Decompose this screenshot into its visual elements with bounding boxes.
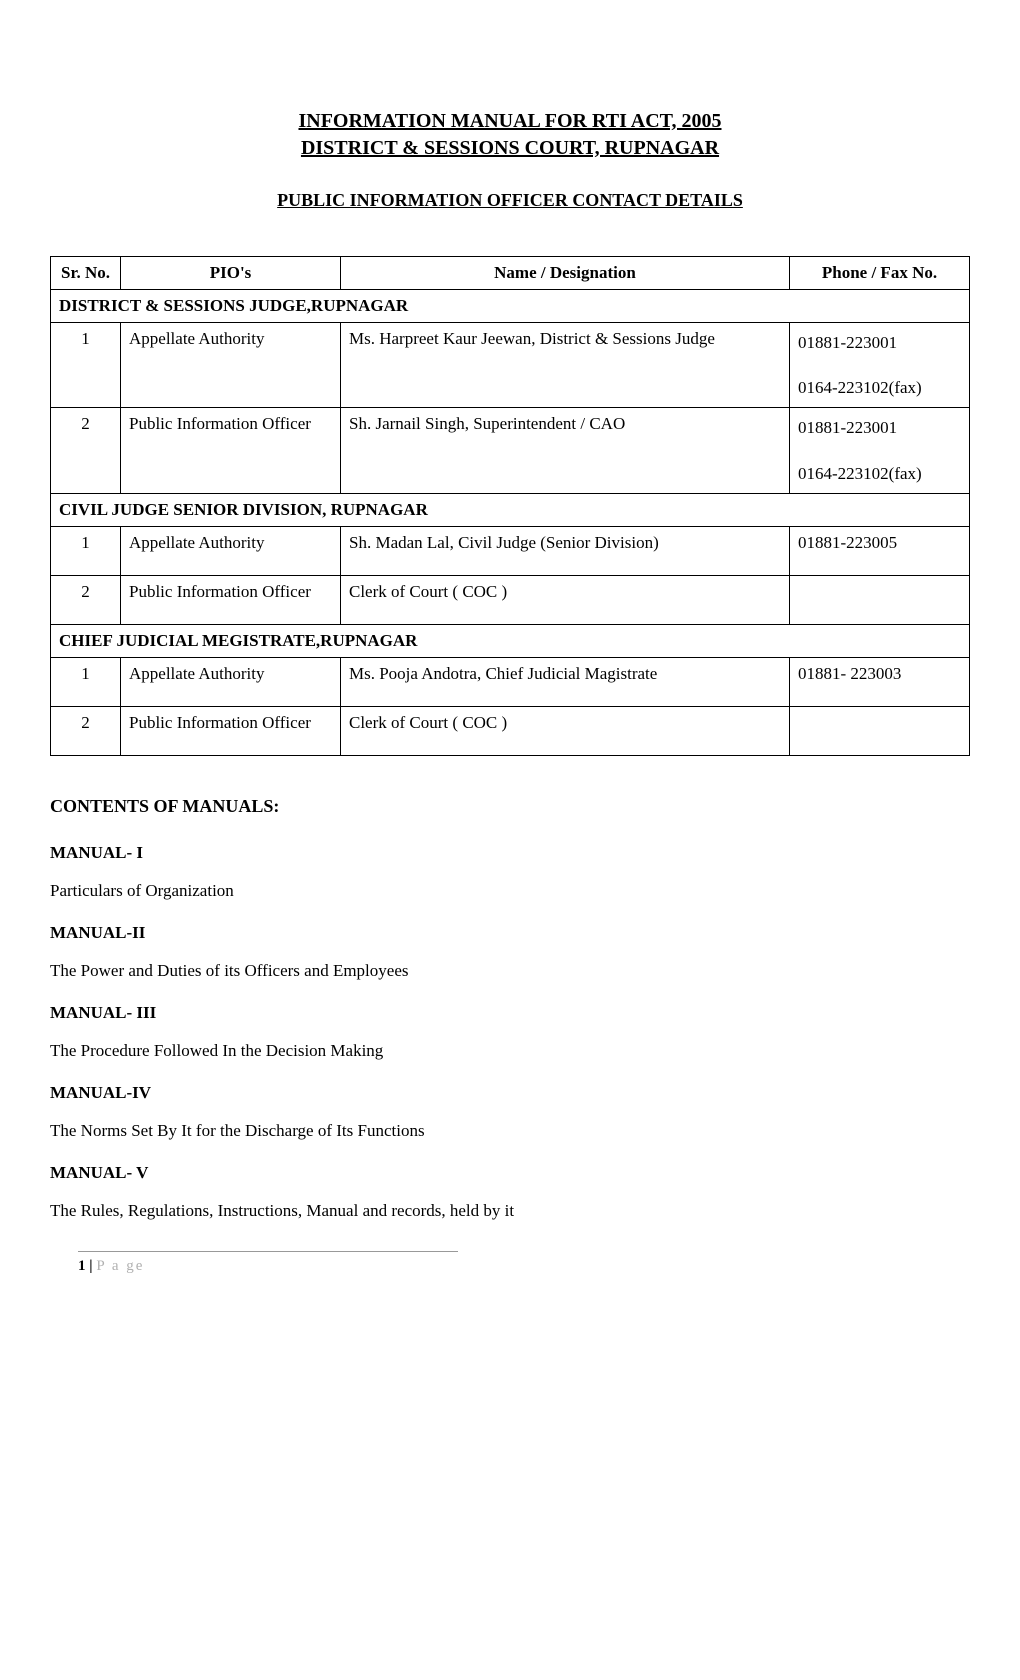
page-sep: | bbox=[86, 1258, 97, 1274]
subtitle: PUBLIC INFORMATION OFFICER CONTACT DETAI… bbox=[50, 190, 970, 211]
cell-pio: Appellate Authority bbox=[121, 526, 341, 575]
section-header: CIVIL JUDGE SENIOR DIVISION, RUPNAGAR bbox=[51, 493, 970, 526]
cell-pio: Appellate Authority bbox=[121, 323, 341, 408]
table-row: 1 Appellate Authority Ms. Harpreet Kaur … bbox=[51, 323, 970, 408]
cell-name: Sh. Jarnail Singh, Superintendent / CAO bbox=[341, 408, 790, 493]
cell-phone bbox=[790, 706, 970, 755]
table-row: 2 Public Information Officer Sh. Jarnail… bbox=[51, 408, 970, 493]
contents-heading: CONTENTS OF MANUALS: bbox=[50, 796, 970, 817]
cell-name: Clerk of Court ( COC ) bbox=[341, 575, 790, 624]
cell-name: Ms. Harpreet Kaur Jeewan, District & Ses… bbox=[341, 323, 790, 408]
page-number: 1 bbox=[78, 1258, 86, 1274]
cell-sr: 2 bbox=[51, 408, 121, 493]
manual-title: MANUAL-IV bbox=[50, 1083, 970, 1103]
cell-phone: 01881-223005 bbox=[790, 526, 970, 575]
cell-pio: Public Information Officer bbox=[121, 706, 341, 755]
section-header: DISTRICT & SESSIONS JUDGE,RUPNAGAR bbox=[51, 290, 970, 323]
manual-desc: The Power and Duties of its Officers and… bbox=[50, 961, 970, 981]
section-header-text: CIVIL JUDGE SENIOR DIVISION, RUPNAGAR bbox=[51, 493, 970, 526]
footer-rule bbox=[78, 1251, 458, 1252]
manual-title: MANUAL- V bbox=[50, 1163, 970, 1183]
cell-sr: 2 bbox=[51, 706, 121, 755]
header-name: Name / Designation bbox=[341, 257, 790, 290]
title-block: INFORMATION MANUAL FOR RTI ACT, 2005 DIS… bbox=[50, 110, 970, 160]
header-phone: Phone / Fax No. bbox=[790, 257, 970, 290]
manual-title: MANUAL- III bbox=[50, 1003, 970, 1023]
manual-title: MANUAL-II bbox=[50, 923, 970, 943]
section-header-text: DISTRICT & SESSIONS JUDGE,RUPNAGAR bbox=[51, 290, 970, 323]
table-row: 1 Appellate Authority Sh. Madan Lal, Civ… bbox=[51, 526, 970, 575]
page-label: P a ge bbox=[96, 1258, 144, 1274]
fax-value: 0164-223102(fax) bbox=[798, 460, 961, 487]
phone-value: 01881-223001 bbox=[798, 333, 897, 352]
cell-sr: 2 bbox=[51, 575, 121, 624]
cell-phone bbox=[790, 575, 970, 624]
cell-phone: 01881- 223003 bbox=[790, 657, 970, 706]
table-header-row: Sr. No. PIO's Name / Designation Phone /… bbox=[51, 257, 970, 290]
pio-table: Sr. No. PIO's Name / Designation Phone /… bbox=[50, 256, 970, 756]
cell-pio: Public Information Officer bbox=[121, 575, 341, 624]
cell-phone: 01881-223001 0164-223102(fax) bbox=[790, 408, 970, 493]
cell-pio: Public Information Officer bbox=[121, 408, 341, 493]
cell-sr: 1 bbox=[51, 526, 121, 575]
cell-name: Sh. Madan Lal, Civil Judge (Senior Divis… bbox=[341, 526, 790, 575]
manual-desc: The Procedure Followed In the Decision M… bbox=[50, 1041, 970, 1061]
cell-phone: 01881-223001 0164-223102(fax) bbox=[790, 323, 970, 408]
table-row: 2 Public Information Officer Clerk of Co… bbox=[51, 575, 970, 624]
section-header-text: CHIEF JUDICIAL MEGISTRATE,RUPNAGAR bbox=[51, 624, 970, 657]
section-header: CHIEF JUDICIAL MEGISTRATE,RUPNAGAR bbox=[51, 624, 970, 657]
table-row: 2 Public Information Officer Clerk of Co… bbox=[51, 706, 970, 755]
cell-pio: Appellate Authority bbox=[121, 657, 341, 706]
header-pio: PIO's bbox=[121, 257, 341, 290]
title-line-1: INFORMATION MANUAL FOR RTI ACT, 2005 bbox=[50, 110, 970, 133]
cell-name: Ms. Pooja Andotra, Chief Judicial Magist… bbox=[341, 657, 790, 706]
phone-value: 01881-223001 bbox=[798, 418, 897, 437]
table-row: 1 Appellate Authority Ms. Pooja Andotra,… bbox=[51, 657, 970, 706]
cell-sr: 1 bbox=[51, 323, 121, 408]
title-line-2: DISTRICT & SESSIONS COURT, RUPNAGAR bbox=[50, 137, 970, 160]
manual-title: MANUAL- I bbox=[50, 843, 970, 863]
manual-desc: The Norms Set By It for the Discharge of… bbox=[50, 1121, 970, 1141]
fax-value: 0164-223102(fax) bbox=[798, 374, 961, 401]
manual-desc: Particulars of Organization bbox=[50, 881, 970, 901]
page-footer: 1 | P a ge bbox=[50, 1251, 970, 1275]
header-sr: Sr. No. bbox=[51, 257, 121, 290]
cell-sr: 1 bbox=[51, 657, 121, 706]
cell-name: Clerk of Court ( COC ) bbox=[341, 706, 790, 755]
manual-desc: The Rules, Regulations, Instructions, Ma… bbox=[50, 1201, 970, 1221]
